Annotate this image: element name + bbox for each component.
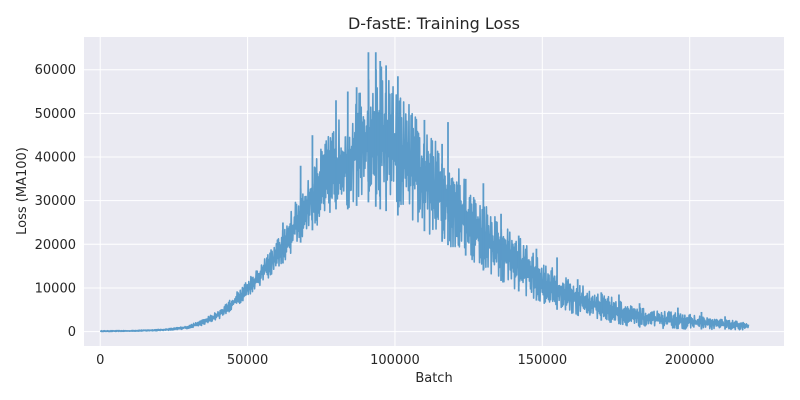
x-tick-labels: 0 50000 100000 150000 200000 bbox=[96, 353, 714, 368]
series-layer bbox=[99, 52, 750, 333]
y-tick-label: 10000 bbox=[35, 281, 76, 296]
x-tick-label: 150000 bbox=[517, 353, 567, 368]
y-tick-label: 40000 bbox=[35, 151, 76, 166]
y-tick-label: 0 bbox=[68, 325, 76, 340]
x-tick-label: 0 bbox=[96, 353, 104, 368]
y-axis-label: Loss (MA100) bbox=[15, 147, 30, 235]
x-tick-label: 200000 bbox=[665, 353, 715, 368]
y-tick-label: 30000 bbox=[35, 194, 76, 209]
x-axis-label: Batch bbox=[415, 371, 452, 386]
x-tick-label: 100000 bbox=[370, 353, 420, 368]
y-tick-labels: 0 10000 20000 30000 40000 50000 60000 bbox=[35, 63, 76, 340]
y-tick-label: 50000 bbox=[35, 107, 76, 122]
x-tick-label: 50000 bbox=[227, 353, 268, 368]
grid-lines bbox=[84, 37, 784, 346]
y-tick-label: 20000 bbox=[35, 238, 76, 253]
chart-title: D-fastE: Training Loss bbox=[348, 14, 520, 33]
y-tick-label: 60000 bbox=[35, 63, 76, 78]
